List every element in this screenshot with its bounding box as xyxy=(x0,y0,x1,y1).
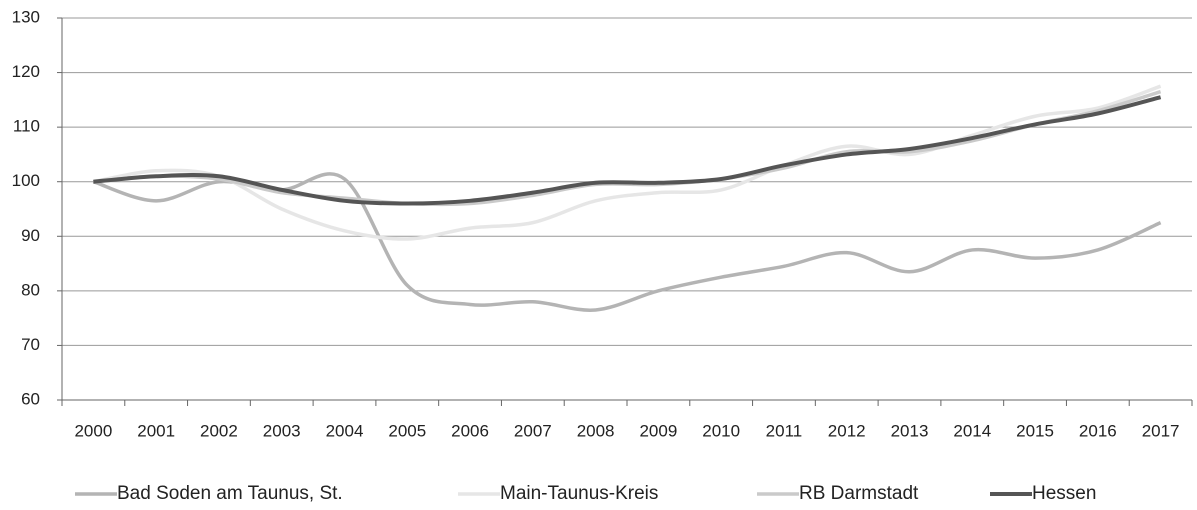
y-tick-label: 100 xyxy=(12,171,40,190)
x-tick-label: 2008 xyxy=(577,421,615,440)
x-tick-label: 2004 xyxy=(326,421,364,440)
series-line xyxy=(93,89,1162,207)
series-line xyxy=(93,84,1162,241)
y-tick-label: 70 xyxy=(21,335,40,354)
x-tick-label: 2012 xyxy=(828,421,866,440)
x-tick-label: 2010 xyxy=(702,421,740,440)
x-tick-label: 2005 xyxy=(388,421,426,440)
x-tick-label: 2015 xyxy=(1016,421,1054,440)
y-tick-label: 130 xyxy=(12,7,40,26)
legend: Bad Soden am Taunus, St. Main-Taunus-Krei… xyxy=(75,483,1096,504)
x-tick-label: 2016 xyxy=(1079,421,1117,440)
legend-label: Bad Soden am Taunus, St. xyxy=(117,483,343,504)
x-tick-label: 2006 xyxy=(451,421,489,440)
x-tick-label: 2007 xyxy=(514,421,552,440)
y-tick-label: 60 xyxy=(21,389,40,408)
x-tick-label: 2011 xyxy=(766,421,803,440)
x-tick-label: 2003 xyxy=(263,421,301,440)
x-tick-label: 2014 xyxy=(953,421,991,440)
series-line xyxy=(93,95,1162,206)
y-tick-label: 110 xyxy=(13,117,40,136)
x-tick-label: 2000 xyxy=(74,421,112,440)
x-tick-label: 2013 xyxy=(891,421,929,440)
x-tick-label: 2002 xyxy=(200,421,238,440)
x-tick-label: 2001 xyxy=(137,421,175,440)
y-tick-label: 80 xyxy=(21,280,40,299)
x-tick-label: 2017 xyxy=(1142,421,1180,440)
x-tick-label: 2009 xyxy=(639,421,677,440)
legend-label: Main-Taunus-Kreis xyxy=(500,483,658,504)
y-tick-label: 120 xyxy=(12,62,40,81)
legend-label: Hessen xyxy=(1032,483,1096,504)
y-tick-label: 90 xyxy=(21,226,40,245)
legend-label: RB Darmstadt xyxy=(799,483,919,504)
